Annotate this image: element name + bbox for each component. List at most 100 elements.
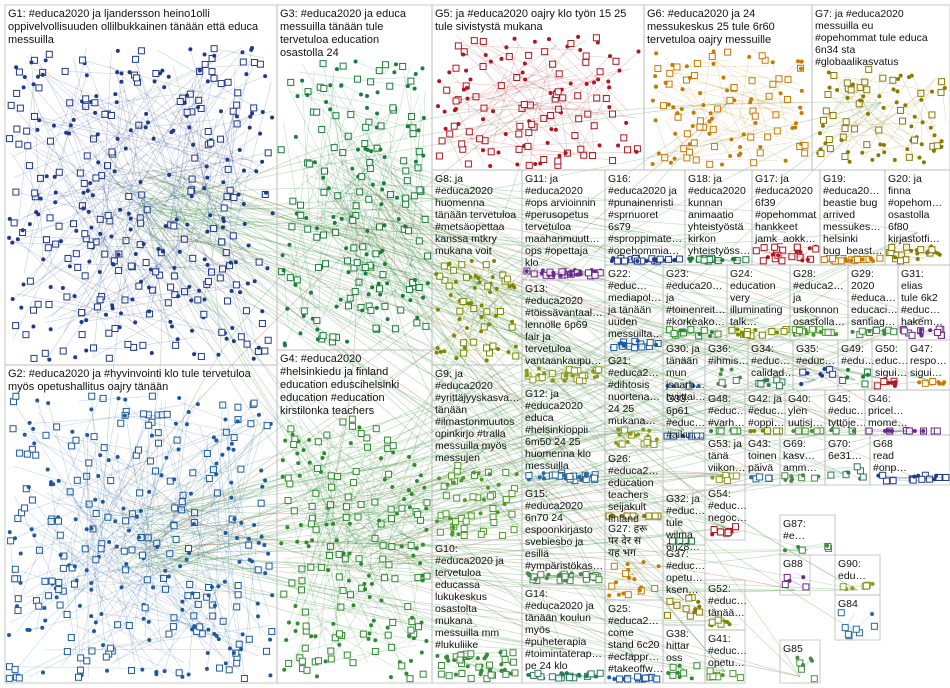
group-label: G23:	[666, 268, 689, 280]
node	[367, 78, 375, 86]
node	[138, 191, 146, 199]
group-label: tänään	[666, 355, 698, 367]
edge	[20, 157, 195, 241]
node	[576, 34, 581, 39]
node	[256, 60, 264, 68]
group-label: G5: ja #educa2020 oajry klo työn 15 25	[435, 8, 626, 20]
group: G42: ja#educ…#oppi…	[744, 389, 787, 436]
edge	[115, 93, 265, 168]
node	[73, 355, 78, 360]
edge	[146, 209, 853, 247]
edge	[690, 107, 801, 110]
group-label: hittar	[666, 640, 690, 652]
node	[320, 455, 325, 460]
node	[870, 157, 875, 162]
node	[499, 531, 507, 539]
node	[237, 333, 245, 341]
node	[361, 140, 369, 148]
node	[918, 331, 923, 336]
edge	[295, 122, 358, 286]
edge	[354, 379, 816, 550]
edge	[176, 236, 763, 476]
group-label: G37:	[666, 548, 689, 560]
group-label: #educa2020	[525, 400, 583, 412]
node	[872, 326, 880, 334]
edge	[24, 76, 99, 253]
node	[402, 167, 410, 175]
node	[584, 474, 589, 479]
edge	[196, 63, 261, 69]
group-label: espoonkirjasto	[525, 524, 593, 536]
node	[138, 179, 143, 184]
node	[413, 71, 418, 76]
node	[90, 433, 98, 441]
node	[363, 146, 368, 151]
edge	[130, 223, 141, 255]
node	[281, 268, 286, 273]
node	[822, 366, 827, 371]
node	[321, 175, 326, 180]
node	[373, 638, 378, 643]
node	[928, 125, 933, 130]
group-label: mukana…	[608, 415, 656, 427]
node	[929, 89, 934, 94]
node	[641, 427, 646, 432]
node	[820, 123, 825, 128]
node	[127, 262, 135, 270]
node	[302, 622, 310, 630]
edge	[370, 150, 381, 165]
node	[339, 83, 344, 88]
edge	[106, 210, 635, 576]
group-label: #korkeako…	[666, 316, 725, 328]
node	[355, 555, 363, 563]
node	[234, 591, 242, 599]
edge	[167, 186, 355, 532]
node	[596, 68, 604, 76]
group-label: #educa2020	[755, 185, 813, 197]
edge	[333, 150, 424, 218]
node	[689, 676, 694, 681]
group-label: #helsinkioppii	[525, 424, 588, 436]
node	[168, 319, 173, 324]
node	[810, 675, 818, 683]
node	[312, 160, 317, 165]
node	[458, 140, 466, 148]
node	[367, 631, 372, 636]
node	[72, 436, 80, 444]
edge	[27, 145, 107, 193]
edge	[123, 379, 816, 529]
node	[236, 192, 241, 197]
edge	[83, 183, 132, 322]
node	[367, 306, 375, 314]
node	[58, 239, 63, 244]
node	[223, 530, 228, 535]
node	[327, 647, 335, 655]
node	[668, 160, 673, 165]
edge	[409, 108, 422, 290]
group-label: seijakult	[608, 501, 646, 513]
node	[100, 444, 108, 452]
node	[584, 110, 592, 118]
node	[692, 610, 697, 615]
node	[312, 489, 320, 497]
node	[177, 249, 182, 254]
node	[235, 640, 243, 648]
edge	[142, 186, 175, 227]
group-label: arrived	[823, 209, 855, 221]
node	[617, 341, 622, 346]
node	[750, 159, 758, 167]
node	[795, 655, 800, 660]
node	[365, 195, 373, 203]
node	[482, 344, 490, 352]
node	[653, 118, 658, 123]
node	[202, 257, 207, 262]
node	[525, 472, 533, 480]
node	[185, 93, 190, 98]
node	[234, 114, 239, 119]
node	[108, 148, 116, 156]
node	[364, 252, 369, 257]
edge	[335, 170, 411, 301]
group-label: #educa2020	[525, 500, 583, 512]
edge	[70, 125, 112, 261]
